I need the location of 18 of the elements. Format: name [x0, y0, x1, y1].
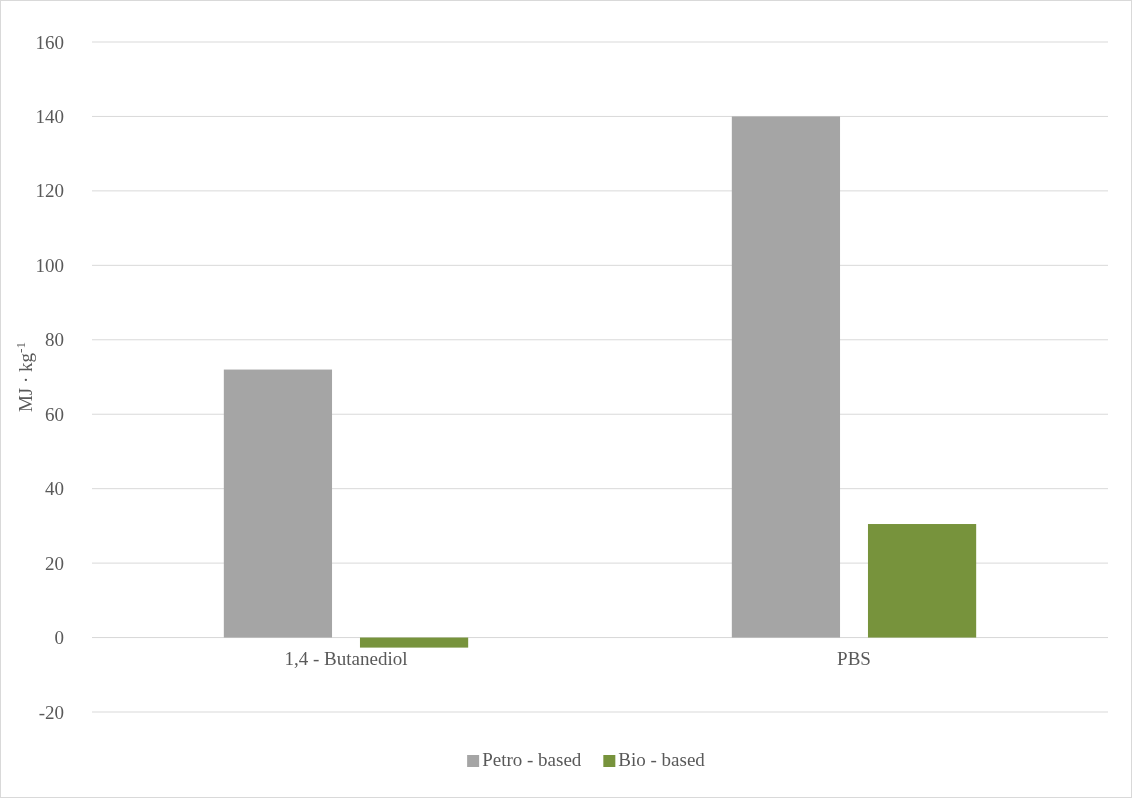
y-tick-label: 120 [35, 180, 64, 202]
y-tick-label: 160 [35, 31, 64, 53]
bar [867, 524, 977, 638]
y-tick-label: 0 [54, 627, 64, 649]
x-tick-label: 1,4 - Butanediol [284, 647, 408, 669]
y-tick-label: 80 [45, 329, 64, 351]
legend-label: Bio - based [618, 749, 706, 770]
bar [223, 369, 333, 638]
bar [359, 637, 469, 648]
x-tick-label: PBS [837, 647, 871, 669]
y-tick-label: 100 [35, 254, 64, 276]
legend-label: Petro - based [482, 749, 582, 770]
y-tick-label: 140 [35, 106, 64, 128]
bar [731, 116, 841, 638]
y-tick-label: -20 [38, 701, 64, 723]
y-tick-label: 20 [45, 552, 64, 574]
y-tick-label: 60 [45, 403, 64, 425]
y-tick-label: 40 [45, 478, 64, 500]
